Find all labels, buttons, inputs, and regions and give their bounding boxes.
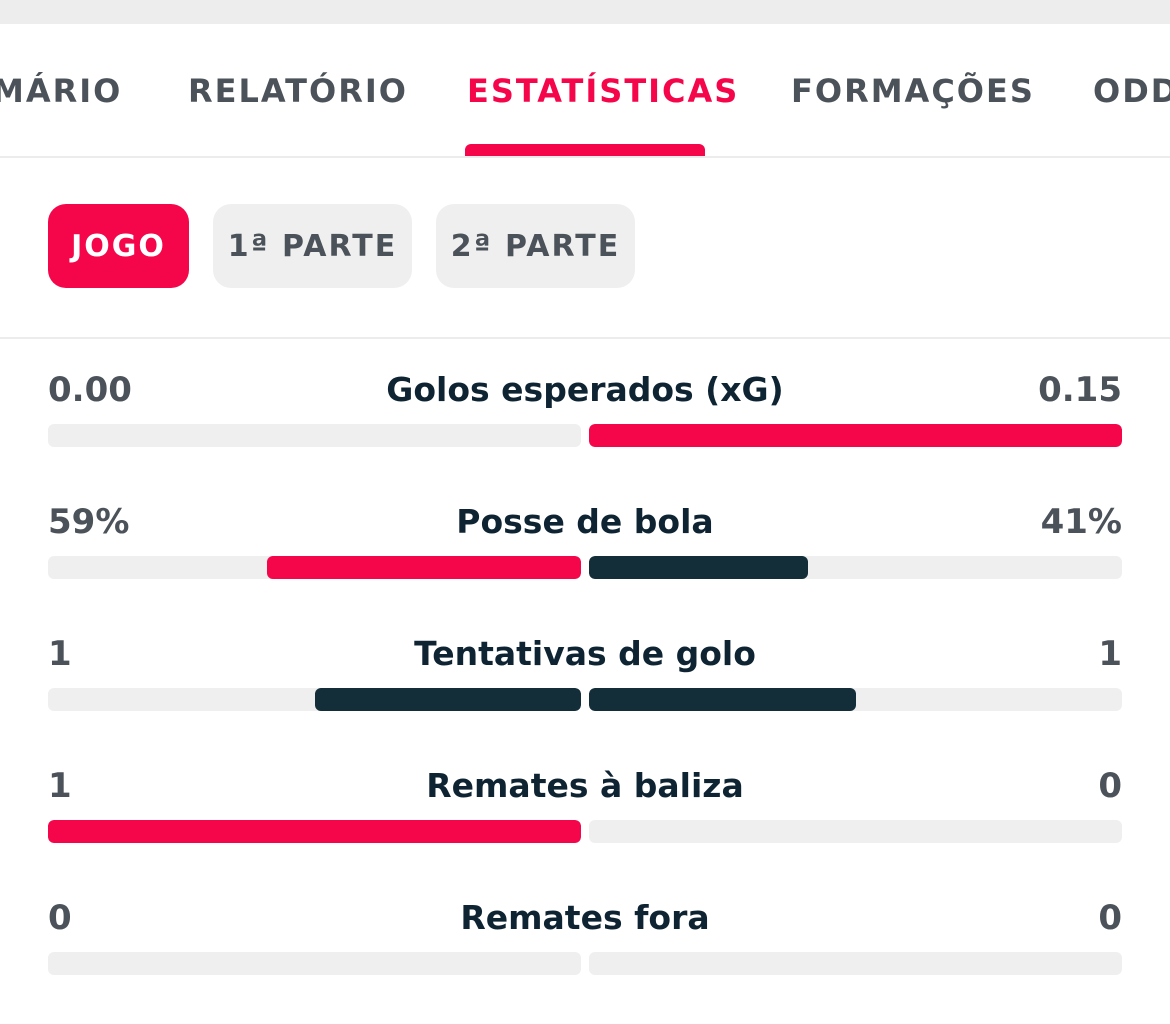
home-bar-track	[48, 820, 581, 843]
home-bar-track	[48, 424, 581, 447]
stat-row-possession: 59% Posse de bola 41%	[48, 500, 1122, 580]
home-bar-track	[48, 556, 581, 579]
active-tab-indicator	[465, 144, 705, 156]
away-value: 1	[1098, 634, 1122, 674]
home-bar-track	[48, 688, 581, 711]
tab-summary[interactable]: MÁRIO	[0, 72, 123, 110]
stat-label: Posse de bola	[456, 502, 714, 541]
away-bar-track	[589, 688, 1122, 711]
home-value: 1	[48, 634, 72, 674]
period-full-match-button[interactable]: JOGO	[48, 204, 189, 288]
away-value: 0	[1098, 766, 1122, 806]
stat-row-goal-attempts: 1 Tentativas de golo 1	[48, 632, 1122, 712]
tab-report[interactable]: RELATÓRIO	[188, 72, 408, 110]
home-bar-fill	[48, 820, 581, 843]
home-value: 0.00	[48, 370, 132, 410]
period-first-half-button[interactable]: 1ª PARTE	[213, 204, 412, 288]
home-value: 59%	[48, 502, 130, 542]
away-bar-track	[589, 952, 1122, 975]
away-bar-fill	[589, 424, 1122, 447]
home-bar-fill	[266, 556, 581, 579]
home-bar-fill	[314, 688, 581, 711]
away-bar-fill	[589, 556, 808, 579]
away-bar-track	[589, 820, 1122, 843]
tab-lineups[interactable]: FORMAÇÕES	[791, 72, 1035, 110]
home-value: 0	[48, 898, 72, 938]
stat-label: Golos esperados (xG)	[386, 370, 784, 409]
match-tabs: MÁRIO RELATÓRIO ESTATÍSTICAS FORMAÇÕES O…	[0, 24, 1170, 158]
away-value: 41%	[1040, 502, 1122, 542]
top-strip	[0, 0, 1170, 24]
away-value: 0	[1098, 898, 1122, 938]
away-bar-track	[589, 424, 1122, 447]
stat-row-shots-off-target: 0 Remates fora 0	[48, 896, 1122, 976]
stat-label: Tentativas de golo	[414, 634, 756, 673]
home-bar-track	[48, 952, 581, 975]
away-value: 0.15	[1038, 370, 1122, 410]
away-bar-fill	[589, 688, 856, 711]
tab-odds[interactable]: ODD	[1093, 72, 1170, 110]
period-second-half-button[interactable]: 2ª PARTE	[436, 204, 635, 288]
away-bar-track	[589, 556, 1122, 579]
stat-label: Remates à baliza	[426, 766, 744, 805]
stat-row-shots-on-target: 1 Remates à baliza 0	[48, 764, 1122, 844]
stat-label: Remates fora	[460, 898, 710, 937]
home-value: 1	[48, 766, 72, 806]
period-filter: JOGO 1ª PARTE 2ª PARTE	[0, 158, 1170, 339]
stat-row-expected-goals: 0.00 Golos esperados (xG) 0.15	[48, 368, 1122, 448]
tab-statistics[interactable]: ESTATÍSTICAS	[467, 72, 740, 110]
